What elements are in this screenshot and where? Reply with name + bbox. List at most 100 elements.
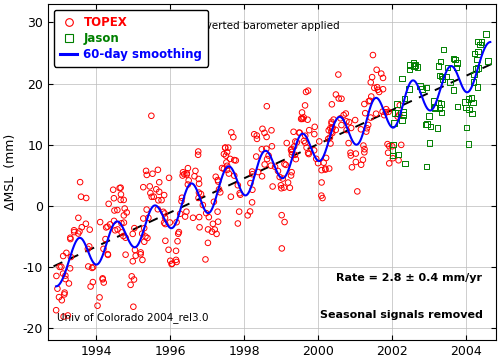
Point — [378, 71, 386, 76]
Point — [280, 185, 288, 190]
Point — [277, 182, 285, 188]
Point — [469, 100, 477, 105]
Point — [54, 286, 62, 291]
Point — [214, 209, 222, 215]
Point — [248, 187, 256, 193]
Point — [184, 165, 192, 171]
Point — [109, 187, 117, 193]
Point — [66, 235, 74, 241]
Point — [166, 258, 174, 264]
Point — [221, 145, 229, 151]
Point — [184, 177, 192, 183]
Point — [318, 193, 326, 198]
Point — [116, 185, 124, 190]
Point — [104, 201, 112, 207]
Point — [160, 192, 168, 198]
Point — [298, 115, 306, 121]
Point — [328, 121, 336, 126]
Point — [345, 119, 353, 125]
Point — [442, 73, 450, 79]
Point — [142, 233, 150, 239]
Point — [410, 60, 418, 66]
Point — [216, 189, 224, 195]
Point — [342, 118, 350, 124]
Point — [104, 224, 112, 230]
Point — [372, 67, 380, 73]
Point — [301, 133, 309, 139]
Point — [180, 171, 188, 177]
Point — [375, 89, 383, 95]
Point — [318, 180, 326, 185]
Point — [301, 102, 309, 108]
Point — [120, 233, 128, 239]
Point — [138, 231, 146, 236]
Point — [199, 202, 207, 208]
Point — [423, 121, 431, 127]
Point — [214, 219, 222, 224]
Point — [468, 95, 475, 101]
Point — [363, 125, 371, 131]
Point — [304, 151, 312, 157]
Point — [209, 221, 217, 227]
Point — [197, 191, 205, 197]
Point — [140, 225, 148, 231]
Point — [166, 220, 174, 226]
Point — [324, 136, 332, 142]
Point — [122, 235, 130, 241]
Point — [140, 239, 148, 245]
Point — [162, 238, 170, 244]
Point — [342, 127, 350, 133]
Point — [318, 167, 326, 173]
Point — [234, 220, 242, 226]
Point — [431, 105, 439, 111]
Point — [100, 279, 108, 285]
Point — [396, 102, 404, 108]
Point — [416, 83, 424, 89]
Point — [267, 163, 275, 169]
Point — [106, 222, 114, 227]
Point — [444, 64, 452, 70]
Point — [140, 184, 147, 190]
Point — [246, 209, 254, 214]
Point — [314, 160, 322, 166]
Point — [96, 219, 104, 225]
Point — [484, 58, 492, 64]
Point — [374, 87, 382, 93]
Point — [468, 110, 476, 116]
Point — [394, 114, 402, 119]
Point — [278, 185, 285, 191]
Point — [86, 283, 94, 289]
Point — [280, 219, 288, 225]
Point — [254, 169, 262, 175]
Point — [334, 96, 342, 101]
Point — [76, 228, 84, 234]
Point — [215, 186, 223, 192]
Point — [430, 98, 438, 104]
Point — [388, 153, 396, 159]
Point — [110, 195, 118, 201]
Point — [175, 229, 183, 235]
Point — [126, 282, 134, 288]
Point — [202, 210, 210, 216]
Point — [346, 150, 354, 156]
Point — [384, 141, 392, 147]
Point — [161, 215, 169, 221]
Point — [122, 252, 130, 258]
Point — [422, 163, 430, 169]
Point — [62, 250, 70, 256]
Point — [472, 66, 480, 72]
Point — [195, 190, 203, 195]
Point — [252, 153, 260, 159]
Point — [357, 126, 365, 132]
Point — [476, 42, 484, 47]
Point — [369, 52, 377, 58]
Point — [122, 210, 130, 215]
Point — [393, 101, 401, 107]
Point — [382, 109, 390, 115]
Point — [332, 92, 340, 97]
Point — [88, 265, 96, 271]
Point — [82, 221, 90, 227]
Text: Univ of Colorado 2004_rel3.0: Univ of Colorado 2004_rel3.0 — [57, 312, 208, 323]
Point — [102, 236, 110, 242]
Point — [56, 264, 64, 270]
